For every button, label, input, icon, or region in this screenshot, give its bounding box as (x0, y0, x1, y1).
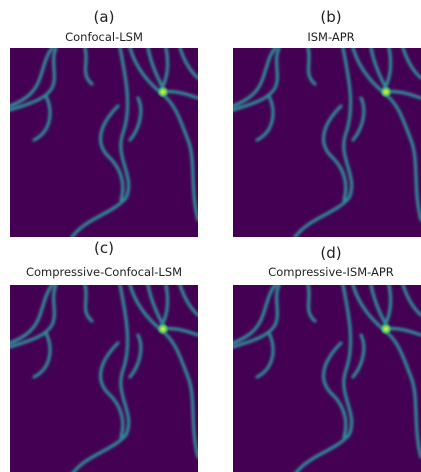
panel-d: (d) Compressive-ISM-APR (233, 244, 421, 472)
panel-b: (b) ISM-APR (233, 8, 421, 237)
figure: (a) Confocal-LSM (b) ISM-APR (c) Compres… (0, 0, 421, 472)
panel-a: (a) Confocal-LSM (10, 8, 198, 237)
panel-title: Compressive-ISM-APR (268, 265, 394, 279)
panel-title: Compressive-Confocal-LSM (26, 265, 182, 279)
panel-title: ISM-APR (307, 30, 354, 44)
panel-label: (b) (320, 8, 341, 26)
panel-label: (d) (320, 244, 341, 262)
panel-image (10, 285, 198, 472)
panel-title: Confocal-LSM (65, 30, 143, 44)
panel-image (10, 48, 198, 237)
panel-image (233, 48, 421, 237)
panel-label: (a) (94, 8, 115, 26)
panel-label: (c) (94, 239, 114, 257)
panel-c: (c) Compressive-Confocal-LSM (10, 239, 198, 472)
panel-image (233, 285, 421, 472)
